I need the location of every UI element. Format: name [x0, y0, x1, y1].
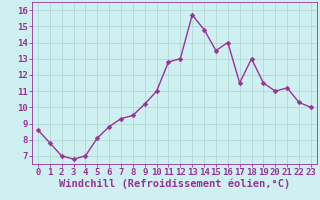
- X-axis label: Windchill (Refroidissement éolien,°C): Windchill (Refroidissement éolien,°C): [59, 179, 290, 189]
